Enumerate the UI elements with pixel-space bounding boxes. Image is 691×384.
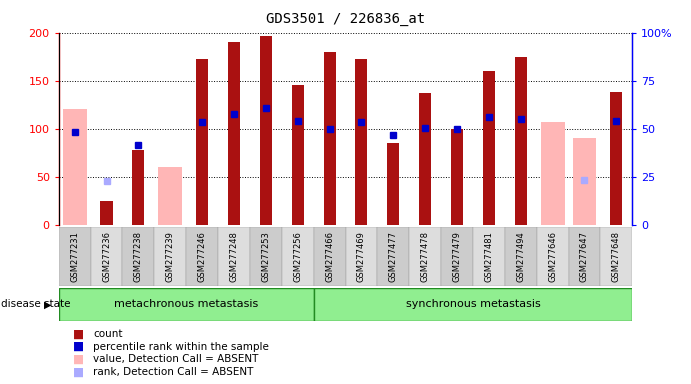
Text: metachronous metastasis: metachronous metastasis bbox=[114, 299, 258, 310]
Bar bbox=[314, 227, 346, 286]
Bar bbox=[419, 93, 431, 225]
Bar bbox=[260, 36, 272, 225]
Text: synchronous metastasis: synchronous metastasis bbox=[406, 299, 540, 310]
Bar bbox=[573, 138, 596, 225]
Text: GSM277231: GSM277231 bbox=[70, 231, 79, 282]
Text: ■: ■ bbox=[73, 340, 84, 353]
Text: disease state: disease state bbox=[1, 299, 70, 310]
Text: rank, Detection Call = ABSENT: rank, Detection Call = ABSENT bbox=[93, 367, 254, 377]
Text: GSM277477: GSM277477 bbox=[389, 231, 398, 282]
Bar bbox=[59, 227, 91, 286]
Text: GSM277253: GSM277253 bbox=[261, 231, 270, 282]
Text: GSM277479: GSM277479 bbox=[453, 231, 462, 282]
Bar bbox=[218, 227, 250, 286]
Bar bbox=[282, 227, 314, 286]
Bar bbox=[377, 227, 409, 286]
Bar bbox=[63, 109, 86, 225]
Text: GSM277239: GSM277239 bbox=[166, 231, 175, 282]
Text: GSM277469: GSM277469 bbox=[357, 231, 366, 282]
Text: GSM277236: GSM277236 bbox=[102, 231, 111, 282]
Bar bbox=[569, 227, 600, 286]
Bar bbox=[346, 227, 377, 286]
Bar bbox=[441, 227, 473, 286]
Bar bbox=[59, 288, 314, 321]
Text: GSM277648: GSM277648 bbox=[612, 231, 621, 282]
Bar bbox=[154, 227, 186, 286]
Bar bbox=[91, 227, 122, 286]
Bar bbox=[355, 59, 368, 225]
Text: GSM277647: GSM277647 bbox=[580, 231, 589, 282]
Text: GSM277238: GSM277238 bbox=[134, 231, 143, 282]
Text: GSM277646: GSM277646 bbox=[548, 231, 557, 282]
Text: GSM277466: GSM277466 bbox=[325, 231, 334, 282]
Text: count: count bbox=[93, 329, 123, 339]
Bar bbox=[196, 59, 208, 225]
Bar bbox=[540, 122, 565, 225]
Bar bbox=[250, 227, 282, 286]
Bar bbox=[228, 42, 240, 225]
Text: GSM277246: GSM277246 bbox=[198, 231, 207, 282]
Bar bbox=[133, 150, 144, 225]
Bar bbox=[483, 71, 495, 225]
Text: ■: ■ bbox=[73, 366, 84, 379]
Bar bbox=[600, 227, 632, 286]
Bar bbox=[409, 227, 441, 286]
Text: GSM277478: GSM277478 bbox=[421, 231, 430, 282]
Text: GSM277256: GSM277256 bbox=[293, 231, 302, 282]
Bar bbox=[314, 288, 632, 321]
Bar bbox=[122, 227, 154, 286]
Bar bbox=[292, 86, 304, 225]
Bar bbox=[505, 227, 537, 286]
Text: GSM277248: GSM277248 bbox=[229, 231, 238, 282]
Bar bbox=[537, 227, 569, 286]
Bar bbox=[610, 92, 623, 225]
Text: GDS3501 / 226836_at: GDS3501 / 226836_at bbox=[266, 12, 425, 25]
Bar bbox=[323, 52, 336, 225]
Text: GSM277481: GSM277481 bbox=[484, 231, 493, 282]
Text: percentile rank within the sample: percentile rank within the sample bbox=[93, 342, 269, 352]
Text: ■: ■ bbox=[73, 328, 84, 341]
Bar bbox=[473, 227, 505, 286]
Text: value, Detection Call = ABSENT: value, Detection Call = ABSENT bbox=[93, 354, 258, 364]
Bar bbox=[451, 129, 463, 225]
Text: GSM277494: GSM277494 bbox=[516, 231, 525, 282]
Bar bbox=[186, 227, 218, 286]
Bar bbox=[387, 143, 399, 225]
Text: ■: ■ bbox=[73, 353, 84, 366]
Bar bbox=[100, 201, 113, 225]
Bar bbox=[515, 57, 527, 225]
Bar bbox=[158, 167, 182, 225]
Text: ▶: ▶ bbox=[44, 299, 52, 310]
